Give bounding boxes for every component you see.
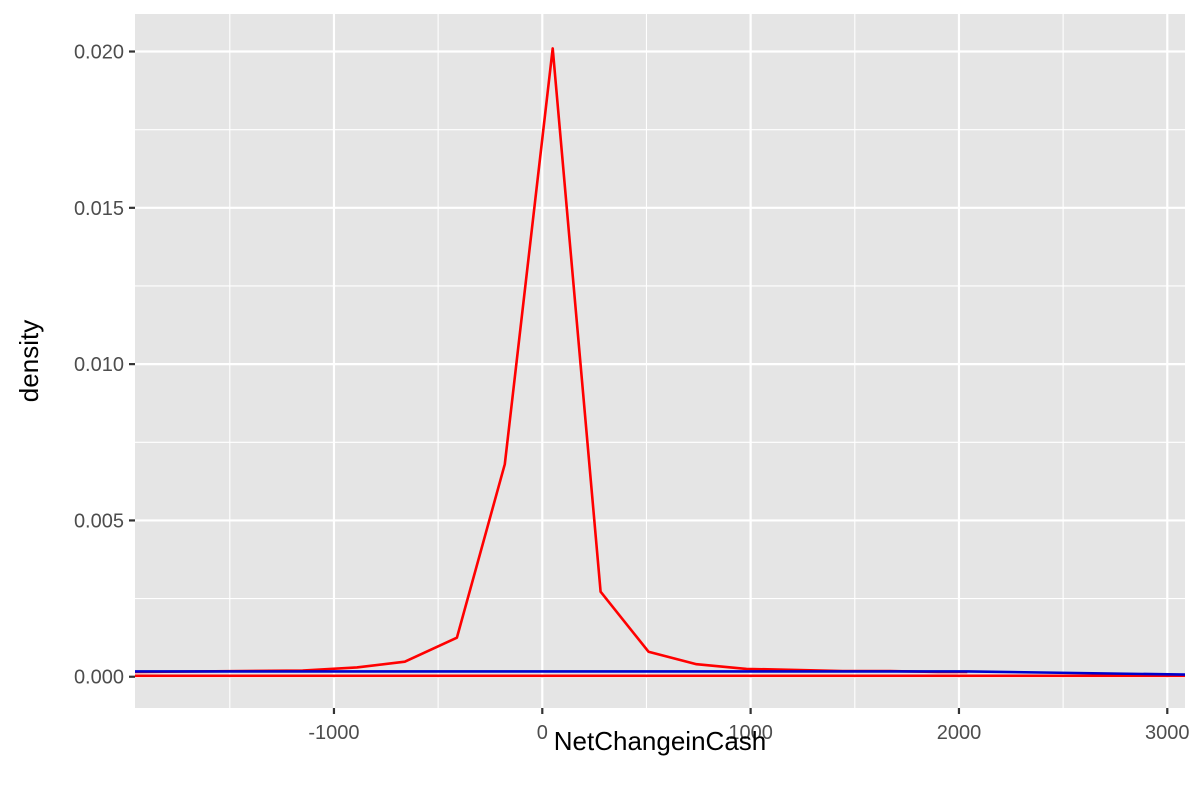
y-tick-label: 0.000 [74,667,124,689]
plot-panel [135,14,1185,708]
x-tick-label: 1000 [728,722,773,744]
x-axis-title: NetChangeinCash [554,726,766,756]
x-tick-label: 0 [537,722,548,744]
y-tick-label: 0.020 [74,42,124,64]
x-tick-label: -1000 [308,722,359,744]
x-tick-label: 3000 [1145,722,1190,744]
y-axis-title: density [14,320,44,402]
x-axis-ticks: -1000 0 1000 2000 3000 [308,708,1190,744]
minor-gridlines [135,14,1185,708]
series-line-3 [135,670,1185,676]
y-axis-ticks: 0.000 0.005 0.010 0.015 0.020 [74,42,135,689]
y-tick-label: 0.010 [74,354,124,376]
y-tick-label: 0.005 [74,510,124,532]
x-tick-label: 2000 [937,722,982,744]
series-layer [135,47,1185,678]
y-tick-label: 0.015 [74,198,124,220]
